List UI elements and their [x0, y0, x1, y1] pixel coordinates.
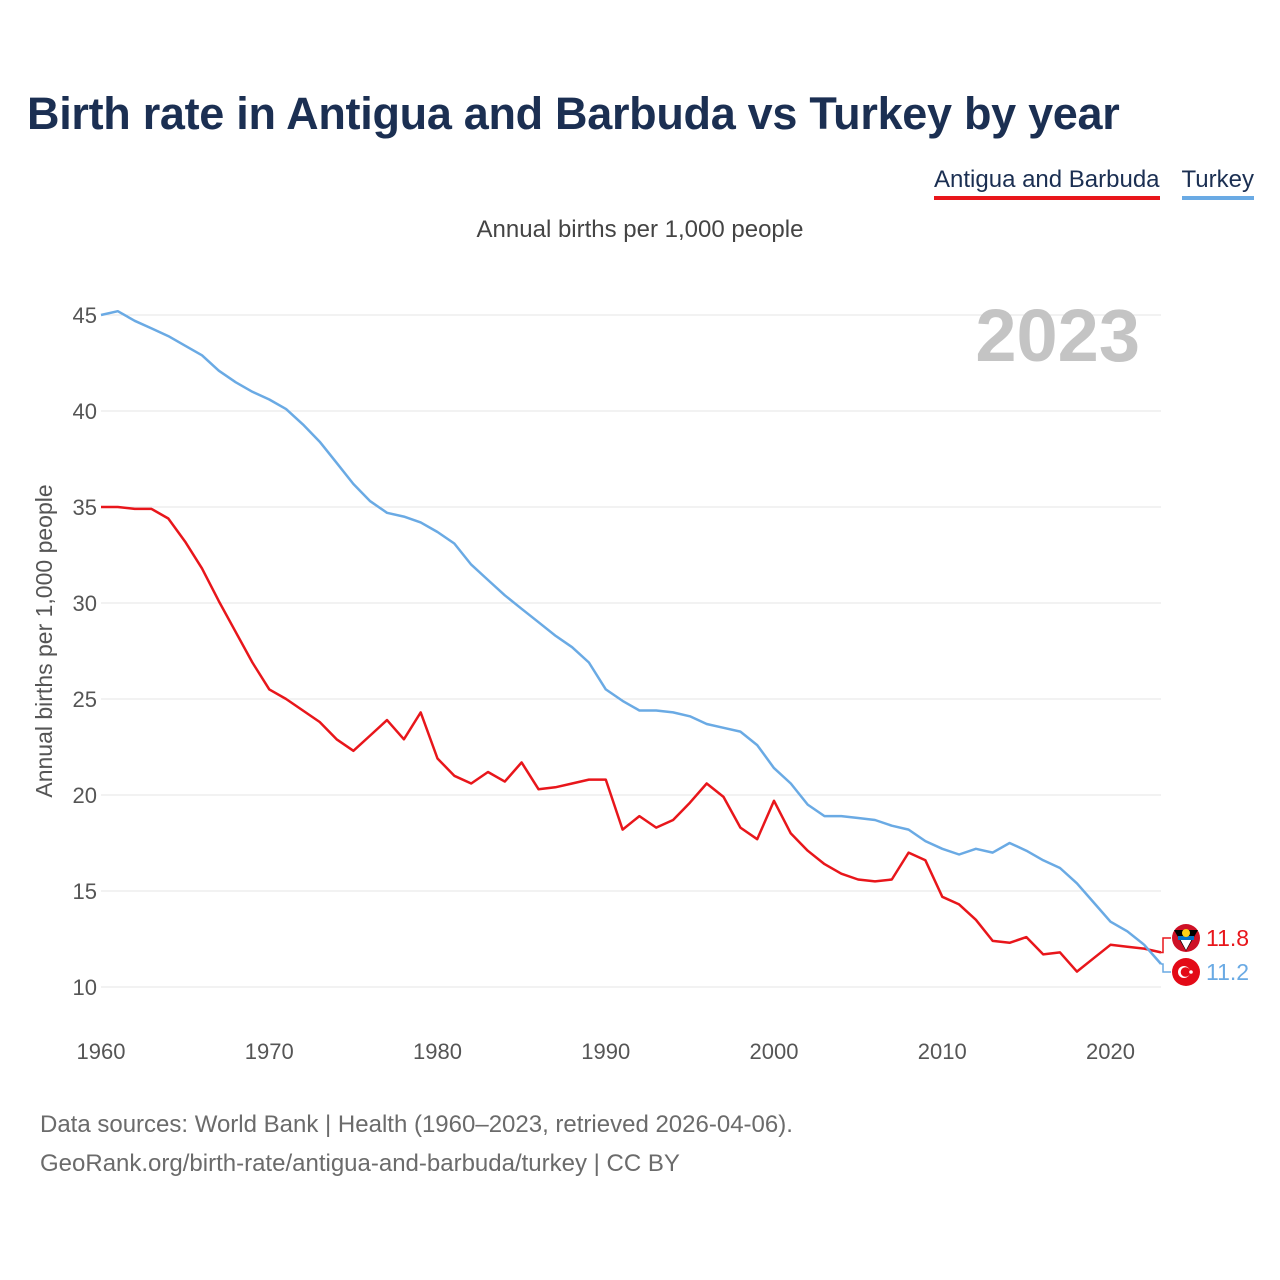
chart-subtitle: Annual births per 1,000 people — [476, 216, 804, 243]
legend-item-antigua-and-barbuda[interactable]: Antigua and Barbuda — [934, 166, 1160, 200]
y-tick-label: 20 — [73, 783, 97, 808]
end-value-label: 11.2 — [1206, 959, 1249, 985]
end-markers: 11.8 11.2 — [1161, 924, 1249, 986]
y-axis-ticks: 10 15 20 25 30 35 40 45 — [73, 303, 97, 1000]
y-tick-label: 10 — [73, 975, 97, 1000]
end-connector — [1161, 937, 1171, 954]
end-value-label: 11.8 — [1206, 925, 1249, 951]
x-axis-ticks: 1960 1970 1980 1990 2000 2010 2020 — [77, 1039, 1135, 1064]
year-badge: 2023 — [975, 294, 1140, 377]
x-tick-label: 2010 — [918, 1039, 967, 1064]
y-axis-label: Annual births per 1,000 people — [31, 484, 57, 797]
x-tick-label: 1990 — [581, 1039, 630, 1064]
footer-link[interactable]: GeoRank.org/birth-rate/antigua-and-barbu… — [40, 1150, 680, 1177]
x-tick-label: 1980 — [413, 1039, 462, 1064]
end-connector — [1161, 963, 1171, 973]
x-tick-label: 2020 — [1086, 1039, 1135, 1064]
grid-lines — [101, 314, 1161, 988]
y-tick-label: 30 — [73, 591, 97, 616]
y-tick-label: 35 — [73, 495, 97, 520]
series-line-antigua-and-barbuda[interactable] — [101, 505, 1162, 973]
antigua-and-barbuda-flag-icon — [1172, 924, 1200, 952]
footer-sources: Data sources: World Bank | Health (1960–… — [40, 1111, 793, 1138]
footer: Data sources: World Bank | Health (1960–… — [40, 1105, 793, 1183]
x-tick-label: 1970 — [245, 1039, 294, 1064]
turkey-flag-icon — [1172, 958, 1200, 986]
y-tick-label: 40 — [73, 399, 97, 424]
legend-item-turkey[interactable]: Turkey — [1181, 166, 1254, 200]
y-tick-label: 45 — [73, 303, 97, 328]
x-tick-label: 1960 — [77, 1039, 126, 1064]
series-line-turkey[interactable] — [100, 309, 1162, 965]
chart-title: Birth rate in Antigua and Barbuda vs Tur… — [27, 88, 1120, 139]
series-lines — [100, 309, 1162, 973]
y-tick-label: 25 — [73, 687, 97, 712]
legend: Antigua and Barbuda Turkey — [934, 166, 1254, 200]
x-tick-label: 2000 — [750, 1039, 799, 1064]
y-tick-label: 15 — [73, 879, 97, 904]
